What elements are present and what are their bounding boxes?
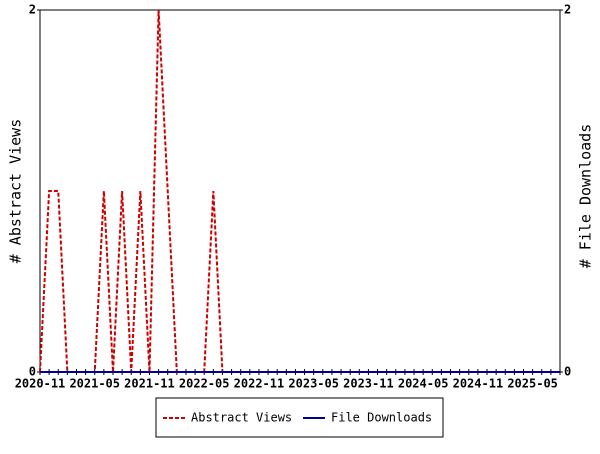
y-tick-label: 0	[29, 365, 36, 379]
legend	[155, 397, 444, 438]
x-tick-label: 2022-05	[179, 377, 230, 391]
y-tick-label: 2	[29, 3, 36, 17]
x-tick-label: 2021-05	[69, 377, 120, 391]
x-tick-label: 2025-05	[507, 377, 558, 391]
legend-label: File Downloads	[331, 411, 432, 425]
x-tick-label: 2020-11	[15, 377, 66, 391]
x-tick-label: 2022-11	[234, 377, 285, 391]
y2-tick-label: 0	[564, 365, 571, 379]
x-tick-label: 2024-11	[453, 377, 504, 391]
y2-axis-title: # File Downloads	[577, 124, 595, 269]
legend-label: Abstract Views	[191, 411, 292, 425]
y2-tick-label: 2	[564, 3, 571, 17]
x-tick-label: 2023-05	[288, 377, 339, 391]
x-tick-label: 2024-05	[398, 377, 449, 391]
x-tick-label: 2023-11	[343, 377, 394, 391]
y-axis-title: # Abstract Views	[7, 119, 25, 264]
x-tick-label: 2021-11	[124, 377, 175, 391]
plot-frame	[39, 9, 561, 373]
series-line	[39, 9, 560, 373]
